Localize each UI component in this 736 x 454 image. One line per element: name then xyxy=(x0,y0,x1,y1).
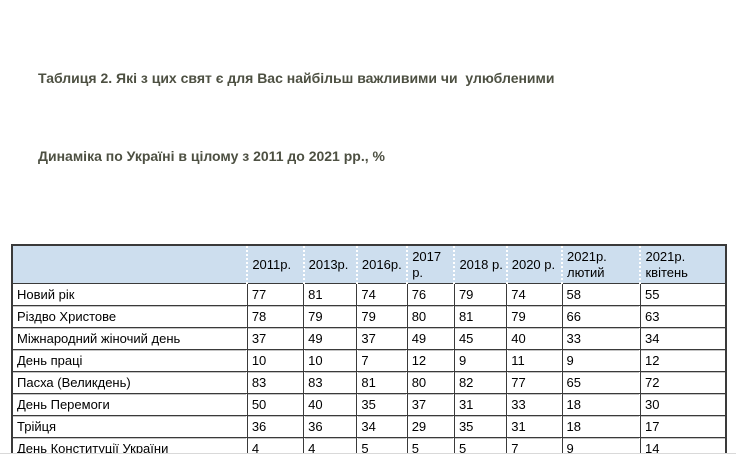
value-cell: 79 xyxy=(303,305,358,328)
table-row: День праці 10 10 7 12 9 11 9 12 xyxy=(11,349,727,372)
table-row: Пасха (Великдень) 83 83 81 80 82 77 65 72 xyxy=(11,371,727,394)
holidays-importance-table: 2011р. 2013р. 2016р. 2017 р. 2018 р. 2020 р. 2… xyxy=(11,244,727,453)
value-cell: 76 xyxy=(406,283,455,306)
value-cell: 65 xyxy=(561,371,641,394)
table-body: Новий рік 77 81 74 76 79 74 58 55 Різдво Христове… xyxy=(11,283,727,453)
value-cell: 33 xyxy=(561,327,641,350)
value-cell: 83 xyxy=(303,371,358,394)
value-cell: 66 xyxy=(561,305,641,328)
year-header-cell: 2017 р. xyxy=(406,245,455,284)
table-title-line2: Динаміка по Україні в цілому з 2011 до 2… xyxy=(38,148,385,164)
value-cell: 35 xyxy=(356,393,408,416)
corner-header-cell xyxy=(12,245,248,284)
value-cell: 12 xyxy=(639,349,727,372)
value-cell: 11 xyxy=(506,349,563,372)
value-cell: 9 xyxy=(453,349,508,372)
year-header-cell: 2016р. xyxy=(355,245,408,284)
value-cell: 7 xyxy=(506,437,563,453)
value-cell: 40 xyxy=(506,327,563,350)
value-cell: 72 xyxy=(639,371,727,394)
value-cell: 29 xyxy=(406,415,455,438)
value-cell: 35 xyxy=(453,415,508,438)
holiday-label-cell: День Конституції України xyxy=(11,437,248,453)
value-cell: 50 xyxy=(246,393,305,416)
value-cell: 18 xyxy=(561,393,641,416)
value-cell: 55 xyxy=(639,283,727,306)
value-cell: 49 xyxy=(303,327,358,350)
value-cell: 80 xyxy=(406,305,455,328)
value-cell: 83 xyxy=(246,371,305,394)
value-cell: 37 xyxy=(356,327,408,350)
value-cell: 80 xyxy=(406,371,455,394)
value-cell: 40 xyxy=(303,393,358,416)
value-cell: 10 xyxy=(303,349,358,372)
table-row: Трійця 36 36 34 29 35 31 18 17 xyxy=(11,415,727,438)
table-row: Різдво Христове 78 79 79 80 81 79 66 63 xyxy=(11,305,727,328)
holiday-label-cell: День праці xyxy=(11,349,248,372)
value-cell: 49 xyxy=(406,327,455,350)
value-cell: 5 xyxy=(406,437,455,453)
value-cell: 33 xyxy=(506,393,563,416)
value-cell: 31 xyxy=(453,393,508,416)
value-cell: 81 xyxy=(453,305,508,328)
holiday-label-cell: Різдво Христове xyxy=(11,305,248,328)
value-cell: 5 xyxy=(356,437,408,453)
value-cell: 81 xyxy=(303,283,358,306)
value-cell: 17 xyxy=(639,415,727,438)
value-cell: 9 xyxy=(561,349,641,372)
value-cell: 10 xyxy=(246,349,305,372)
holiday-label-cell: Новий рік xyxy=(11,283,248,306)
table-row: День Конституції України 4 4 5 5 5 7 9 14 xyxy=(11,437,727,453)
value-cell: 74 xyxy=(506,283,563,306)
year-header-cell: 2013р. xyxy=(302,245,357,284)
value-cell: 58 xyxy=(561,283,641,306)
table-row: Міжнародний жіночий день 37 49 37 49 45 40 33 34 xyxy=(11,327,727,350)
table-row: День Перемоги 50 40 35 37 31 33 18 30 xyxy=(11,393,727,416)
value-cell: 78 xyxy=(246,305,305,328)
value-cell: 79 xyxy=(356,305,408,328)
year-header-cell: 2011р. xyxy=(246,245,304,284)
value-cell: 81 xyxy=(356,371,408,394)
value-cell: 77 xyxy=(506,371,563,394)
value-cell: 37 xyxy=(406,393,455,416)
value-cell: 45 xyxy=(453,327,508,350)
year-header-cell: 2018 р. xyxy=(453,245,507,284)
value-cell: 4 xyxy=(246,437,305,453)
table-title-line1: Таблиця 2. Які з цих свят є для Вас найб… xyxy=(38,70,555,86)
value-cell: 34 xyxy=(356,415,408,438)
value-cell: 82 xyxy=(453,371,508,394)
holiday-label-cell: Міжнародний жіночий день xyxy=(11,327,248,350)
value-cell: 36 xyxy=(246,415,305,438)
value-cell: 74 xyxy=(356,283,408,306)
header-row: 2011р. 2013р. 2016р. 2017 р. 2018 р. 2020 р. 2… xyxy=(12,245,726,284)
value-cell: 63 xyxy=(639,305,727,328)
value-cell: 14 xyxy=(639,437,727,453)
table-row: Новий рік 77 81 74 76 79 74 58 55 xyxy=(11,283,727,306)
value-cell: 77 xyxy=(246,283,305,306)
value-cell: 36 xyxy=(303,415,358,438)
holiday-label-cell: Пасха (Великдень) xyxy=(11,371,248,394)
value-cell: 34 xyxy=(639,327,727,350)
value-cell: 79 xyxy=(453,283,508,306)
value-cell: 31 xyxy=(506,415,563,438)
table-title: Таблиця 2. Які з цих свят є для Вас найб… xyxy=(38,13,716,221)
value-cell: 7 xyxy=(356,349,408,372)
value-cell: 18 xyxy=(561,415,641,438)
holiday-label-cell: День Перемоги xyxy=(11,393,248,416)
year-header-cell: 2021р. квітень xyxy=(639,245,726,284)
value-cell: 37 xyxy=(246,327,305,350)
value-cell: 79 xyxy=(506,305,563,328)
value-cell: 9 xyxy=(561,437,641,453)
year-header-cell: 2020 р. xyxy=(505,245,563,284)
holiday-label-cell: Трійця xyxy=(11,415,248,438)
year-header-cell: 2021р. лютий xyxy=(561,245,641,284)
value-cell: 5 xyxy=(453,437,508,453)
value-cell: 30 xyxy=(639,393,727,416)
value-cell: 12 xyxy=(406,349,455,372)
value-cell: 4 xyxy=(303,437,358,453)
